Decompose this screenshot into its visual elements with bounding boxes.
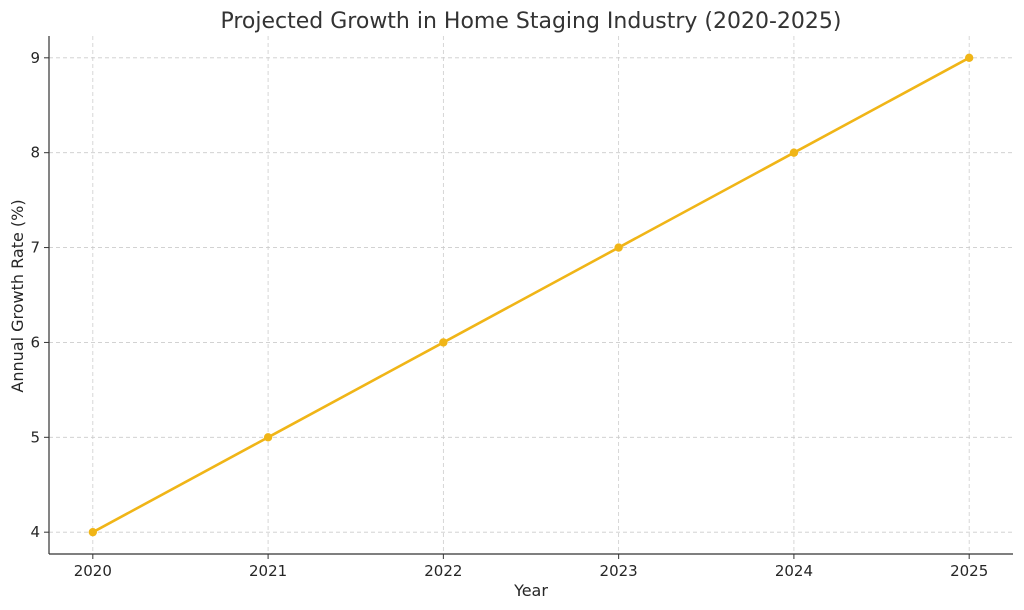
x-tick-label: 2021 — [249, 562, 287, 580]
data-point — [789, 148, 799, 157]
grid — [49, 36, 1013, 554]
y-tick-label: 7 — [30, 239, 40, 257]
x-tick-label: 2022 — [424, 562, 462, 580]
data-point — [439, 338, 448, 347]
x-tick-label: 2020 — [74, 562, 112, 580]
data-point — [614, 243, 623, 252]
y-tick-label: 5 — [30, 428, 40, 446]
series — [88, 53, 974, 537]
y-tick-label: 9 — [30, 49, 40, 67]
tick-labels: 2020 2021 2022 2023 2024 2025 4 5 6 7 8 9 — [30, 49, 988, 580]
y-axis-label: Annual Growth Rate (%) — [8, 199, 27, 392]
data-point — [964, 53, 974, 63]
data-point — [263, 433, 273, 442]
chart-title: Projected Growth in Home Staging Industr… — [220, 9, 841, 34]
y-tick-label: 4 — [30, 523, 40, 541]
x-axis-label: Year — [513, 581, 548, 600]
y-tick-label: 8 — [30, 144, 40, 162]
x-tick-label: 2023 — [600, 562, 638, 580]
data-point — [88, 527, 98, 537]
series-line — [91, 56, 971, 534]
x-tick-label: 2024 — [775, 562, 813, 580]
axes — [48, 36, 1013, 555]
y-tick-label: 6 — [30, 333, 40, 351]
x-tick-label: 2025 — [950, 562, 988, 580]
